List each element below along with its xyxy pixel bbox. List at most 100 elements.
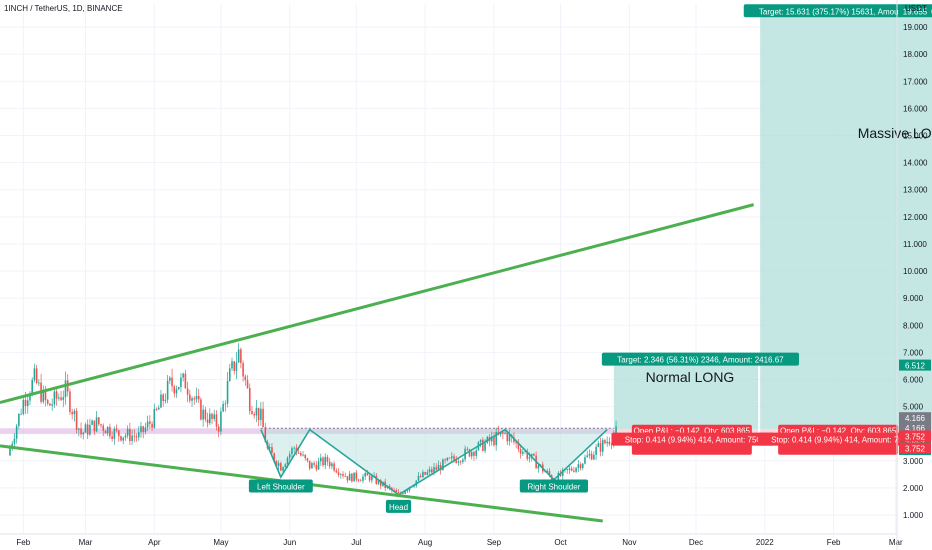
candle-body bbox=[100, 424, 102, 426]
candle-body bbox=[322, 457, 324, 466]
head-label-box bbox=[385, 499, 412, 513]
massive-long-label: Massive LONG bbox=[858, 125, 932, 141]
candle-body bbox=[93, 420, 96, 432]
y-tick-label: 6.000 bbox=[903, 375, 924, 384]
upper-trendline[interactable] bbox=[0, 203, 755, 404]
candle-body bbox=[129, 428, 131, 441]
candle-body bbox=[215, 414, 218, 427]
y-tick-label: 7.000 bbox=[903, 348, 924, 357]
candle-body bbox=[251, 411, 253, 414]
candle-body bbox=[326, 456, 329, 462]
x-tick-label: Aug bbox=[418, 538, 432, 547]
stop-label-1-box bbox=[611, 432, 775, 446]
candle-body bbox=[9, 447, 11, 456]
candle-body bbox=[335, 470, 338, 473]
candle-body bbox=[413, 485, 415, 487]
candle-body bbox=[439, 465, 442, 471]
candle-body bbox=[581, 463, 584, 469]
candle-body bbox=[442, 459, 444, 471]
candle-body bbox=[339, 474, 342, 475]
candle-body bbox=[379, 480, 382, 486]
candle-body bbox=[371, 476, 373, 481]
big-target-label: Target: 15.631 (375.17%) 15631, Amount: … bbox=[759, 7, 932, 16]
candle-body bbox=[104, 430, 107, 434]
candle-body bbox=[362, 476, 364, 481]
candle-body bbox=[455, 459, 458, 463]
x-tick-label: 2022 bbox=[756, 538, 774, 547]
candle-body bbox=[91, 420, 93, 425]
candle-body bbox=[473, 451, 475, 456]
price-badge bbox=[899, 430, 931, 442]
candle-body bbox=[328, 461, 331, 467]
candle-body bbox=[20, 413, 22, 415]
candle-body bbox=[508, 434, 511, 442]
price-badge-text: 4.166 bbox=[905, 414, 926, 423]
candle-body bbox=[260, 408, 262, 421]
candle-body bbox=[264, 427, 267, 442]
candle-body bbox=[49, 403, 51, 406]
candle-body bbox=[395, 490, 398, 493]
candle-body bbox=[106, 426, 109, 434]
candle-body bbox=[195, 395, 198, 400]
candle-body bbox=[231, 361, 233, 369]
candle-body bbox=[431, 469, 433, 473]
candle-body bbox=[593, 454, 595, 460]
candle-body bbox=[171, 377, 173, 387]
candle-body bbox=[38, 382, 40, 384]
candle-body bbox=[522, 451, 524, 454]
candle-body bbox=[206, 419, 209, 424]
candle-body bbox=[275, 461, 278, 466]
candle-body bbox=[537, 465, 540, 469]
candle-body bbox=[364, 472, 366, 477]
candle-body bbox=[561, 469, 564, 476]
y-tick-label: 8.000 bbox=[903, 321, 924, 330]
candle-body bbox=[495, 431, 497, 446]
candle-body bbox=[315, 464, 318, 470]
x-tick-label: May bbox=[213, 538, 228, 547]
candle-body bbox=[519, 449, 522, 454]
candle-body bbox=[308, 460, 311, 469]
candle-body bbox=[82, 432, 85, 435]
candle-body bbox=[475, 450, 477, 456]
y-tick-label: 13.000 bbox=[903, 186, 928, 195]
candle-body bbox=[346, 476, 349, 481]
candle-body bbox=[204, 409, 207, 420]
candle-body bbox=[155, 408, 158, 410]
candle-body bbox=[60, 397, 62, 400]
candle-body bbox=[359, 480, 362, 482]
candle-body bbox=[448, 457, 451, 459]
normal-target-label: Target: 2.346 (56.31%) 2346, Amount: 241… bbox=[617, 356, 784, 365]
grid-layer bbox=[0, 4, 897, 534]
candle-body bbox=[397, 492, 400, 493]
candle-body bbox=[286, 457, 289, 465]
candle-body bbox=[333, 463, 335, 471]
candle-body bbox=[137, 432, 140, 438]
candle-body bbox=[375, 475, 378, 484]
price-badge bbox=[899, 422, 931, 434]
x-tick-label: Jul bbox=[351, 538, 361, 547]
candle-body bbox=[302, 454, 304, 456]
candle-body bbox=[577, 464, 580, 468]
candle-body bbox=[89, 424, 91, 435]
candle-body bbox=[257, 407, 260, 421]
candle-body bbox=[233, 361, 236, 371]
candle-body bbox=[462, 459, 464, 462]
candle-body bbox=[515, 442, 517, 444]
candle-body bbox=[253, 413, 255, 416]
candle-body bbox=[342, 474, 344, 476]
candle-body bbox=[69, 391, 71, 412]
candle-body bbox=[135, 436, 138, 438]
candle-body bbox=[608, 441, 611, 445]
candle-body bbox=[466, 448, 469, 450]
candle-body bbox=[211, 413, 213, 420]
candle-body bbox=[44, 389, 47, 401]
candle-body bbox=[293, 447, 295, 449]
candle-body bbox=[573, 470, 575, 472]
big-target-label-box bbox=[743, 4, 932, 18]
candle-body bbox=[366, 472, 369, 476]
candle-body bbox=[146, 421, 149, 428]
candle-body bbox=[300, 453, 302, 456]
